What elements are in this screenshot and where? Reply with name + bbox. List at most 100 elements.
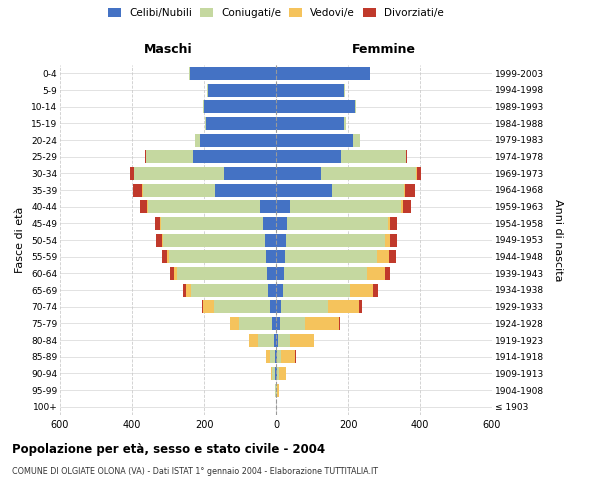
Bar: [276, 200, 290, 213]
Bar: [276, 84, 344, 96]
Bar: [276, 317, 280, 330]
Bar: [177, 267, 267, 280]
Bar: [203, 100, 204, 113]
Bar: [277, 350, 281, 363]
Bar: [133, 184, 142, 196]
Bar: [272, 317, 276, 330]
Bar: [271, 367, 272, 380]
Bar: [385, 267, 390, 280]
Bar: [276, 67, 370, 80]
Bar: [195, 134, 200, 146]
Bar: [148, 200, 260, 213]
Bar: [290, 200, 401, 213]
Bar: [145, 150, 146, 163]
Bar: [377, 250, 389, 263]
Bar: [276, 300, 281, 313]
Bar: [290, 334, 314, 346]
Bar: [174, 267, 177, 280]
Bar: [403, 200, 411, 213]
Bar: [140, 200, 148, 213]
Bar: [260, 200, 276, 213]
Bar: [276, 150, 341, 163]
Bar: [161, 217, 263, 230]
Bar: [230, 317, 239, 330]
Bar: [276, 184, 332, 196]
Bar: [401, 200, 403, 213]
Bar: [278, 334, 290, 346]
Bar: [416, 167, 417, 180]
Bar: [224, 167, 276, 180]
Bar: [272, 367, 275, 380]
Bar: [239, 317, 272, 330]
Bar: [367, 267, 385, 280]
Bar: [405, 184, 415, 196]
Bar: [266, 350, 269, 363]
Bar: [215, 184, 276, 196]
Bar: [344, 117, 346, 130]
Bar: [208, 84, 276, 96]
Bar: [268, 284, 276, 296]
Bar: [276, 100, 355, 113]
Bar: [156, 234, 161, 246]
Bar: [161, 250, 167, 263]
Bar: [276, 384, 277, 396]
Bar: [187, 284, 191, 296]
Bar: [276, 250, 285, 263]
Bar: [355, 100, 356, 113]
Bar: [204, 100, 276, 113]
Bar: [191, 284, 268, 296]
Y-axis label: Anni di nascita: Anni di nascita: [553, 198, 563, 281]
Bar: [284, 267, 367, 280]
Bar: [276, 350, 277, 363]
Bar: [249, 334, 258, 346]
Bar: [276, 367, 277, 380]
Text: COMUNE DI OLGIATE OLONA (VA) - Dati ISTAT 1° gennaio 2004 - Elaborazione TUTTITA: COMUNE DI OLGIATE OLONA (VA) - Dati ISTA…: [12, 468, 378, 476]
Bar: [269, 350, 275, 363]
Bar: [160, 217, 161, 230]
Text: Maschi: Maschi: [143, 43, 193, 56]
Bar: [184, 284, 187, 296]
Bar: [276, 134, 353, 146]
Bar: [214, 300, 269, 313]
Bar: [193, 150, 276, 163]
Bar: [359, 300, 362, 313]
Bar: [275, 367, 276, 380]
Bar: [134, 167, 224, 180]
Bar: [388, 217, 391, 230]
Bar: [275, 350, 276, 363]
Bar: [130, 167, 134, 180]
Bar: [169, 250, 266, 263]
Bar: [406, 150, 407, 163]
Bar: [285, 250, 377, 263]
Y-axis label: Fasce di età: Fasce di età: [16, 207, 25, 273]
Bar: [276, 217, 287, 230]
Bar: [275, 384, 276, 396]
Bar: [143, 184, 215, 196]
Bar: [274, 334, 276, 346]
Bar: [266, 250, 276, 263]
Bar: [391, 217, 397, 230]
Bar: [200, 134, 276, 146]
Bar: [350, 284, 373, 296]
Bar: [206, 117, 276, 130]
Bar: [279, 367, 286, 380]
Bar: [404, 184, 405, 196]
Bar: [305, 317, 339, 330]
Bar: [332, 184, 404, 196]
Bar: [167, 250, 169, 263]
Bar: [373, 284, 377, 296]
Bar: [276, 267, 284, 280]
Bar: [263, 217, 276, 230]
Bar: [161, 234, 163, 246]
Bar: [280, 317, 305, 330]
Bar: [155, 217, 160, 230]
Bar: [265, 234, 276, 246]
Bar: [417, 167, 421, 180]
Bar: [276, 284, 283, 296]
Bar: [389, 250, 396, 263]
Bar: [321, 167, 416, 180]
Bar: [163, 234, 265, 246]
Bar: [341, 150, 406, 163]
Bar: [328, 300, 359, 313]
Bar: [267, 267, 276, 280]
